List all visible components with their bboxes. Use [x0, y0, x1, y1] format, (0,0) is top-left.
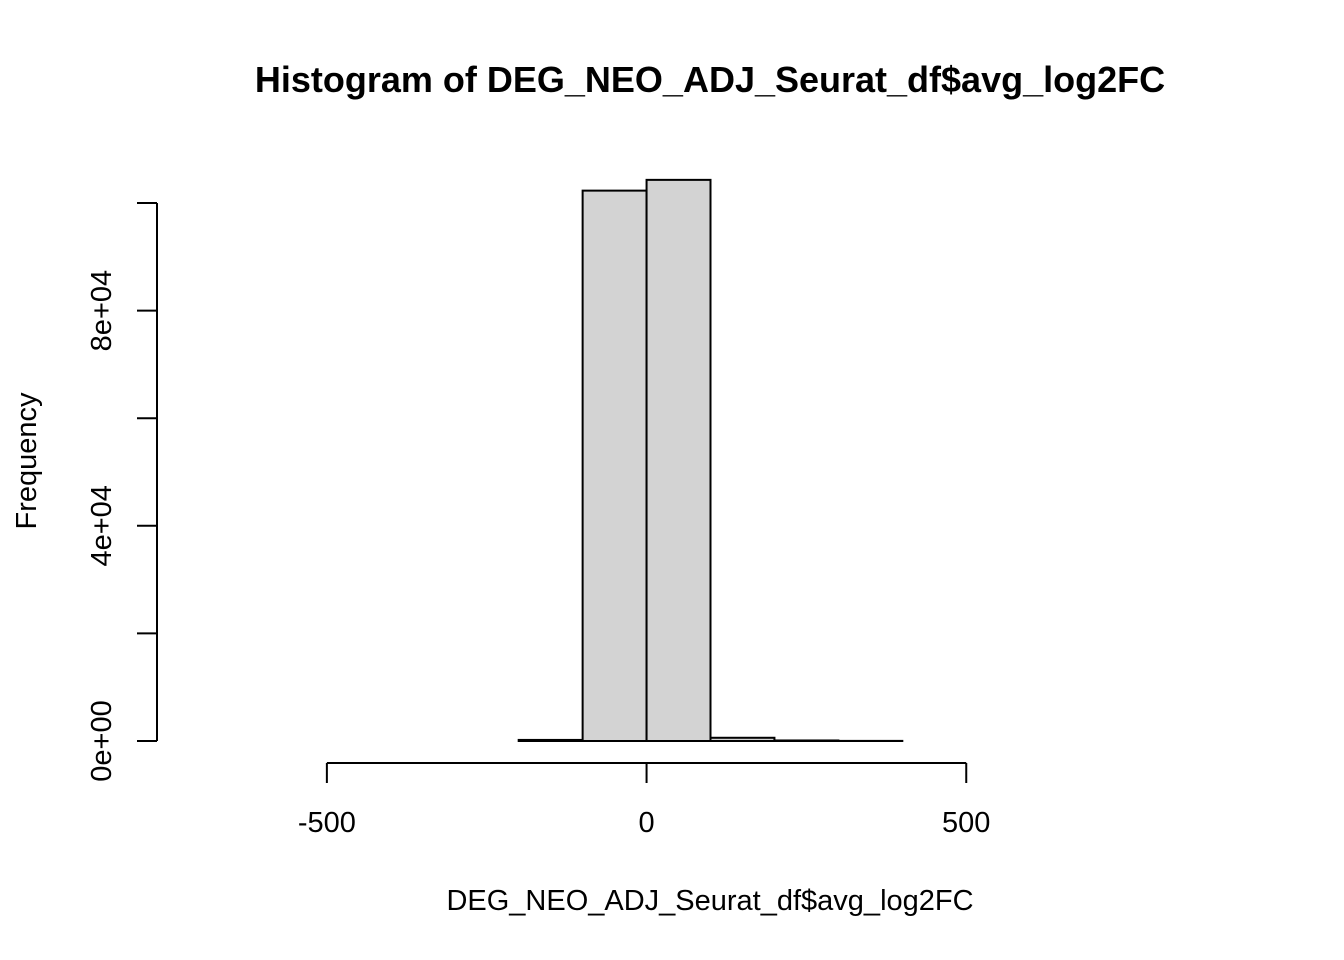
histogram-bar-6 [581, 189, 648, 743]
histogram-bar-8 [709, 736, 776, 742]
bars-group [517, 178, 904, 743]
chart-title: Histogram of DEG_NEO_ADJ_Seurat_df$avg_l… [255, 59, 1165, 100]
x-tick-label-0: -500 [298, 807, 356, 839]
y-axis-ticks: 0e+00 4e+04 8e+04 [86, 202, 157, 782]
histogram-bar-9 [773, 739, 840, 742]
y-axis-label: Frequency [11, 392, 43, 530]
histogram-bar-7 [645, 178, 712, 742]
histogram-bar-5 [517, 738, 584, 743]
x-axis-ticks: -500 0 500 [298, 763, 990, 839]
x-tick-label-1: 0 [638, 807, 654, 839]
y-tick-label-2: 4e+04 [86, 485, 118, 566]
y-tick-label-4: 8e+04 [86, 270, 118, 351]
y-tick-label-0: 0e+00 [86, 700, 118, 781]
x-tick-label-2: 500 [942, 807, 990, 839]
x-axis-label: DEG_NEO_ADJ_Seurat_df$avg_log2FC [446, 885, 973, 917]
